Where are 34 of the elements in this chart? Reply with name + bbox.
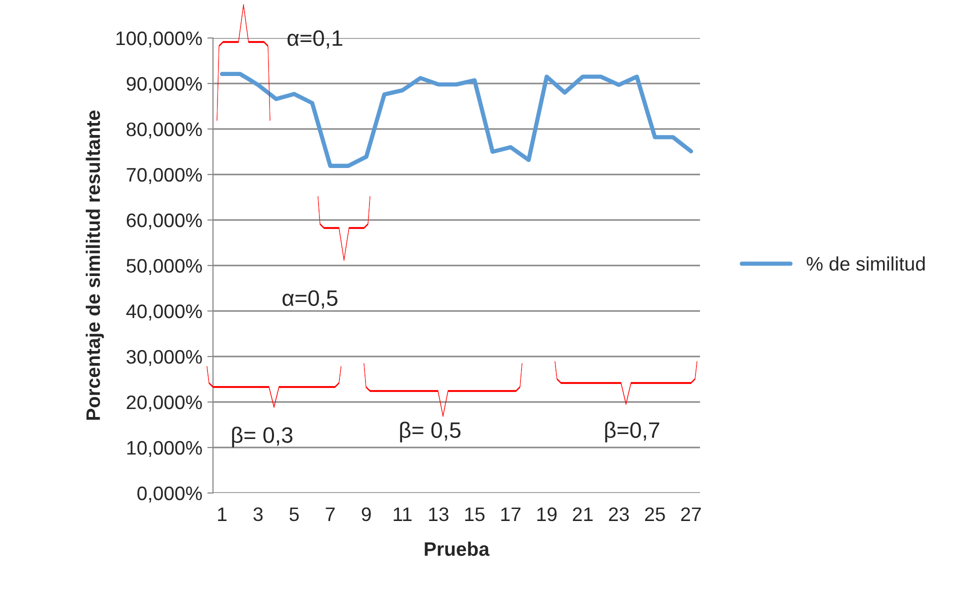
y-tick-label: 90,000% <box>126 76 202 94</box>
y-tick-label: 80,000% <box>126 122 202 139</box>
x-tick-label: 21 <box>572 507 593 521</box>
x-tick-label: 15 <box>465 508 485 522</box>
x-tick-label: 19 <box>537 507 557 522</box>
x-axis-title: Prueba <box>424 542 490 556</box>
x-tick-label: 11 <box>394 508 412 521</box>
annotation: α=0,5 <box>282 290 338 309</box>
line-series <box>220 72 694 168</box>
annotation: β= 0,3 <box>232 426 292 448</box>
y-axis-title: Porcentaje de similitud resultante <box>86 110 104 420</box>
x-tick-label: 13 <box>429 507 448 522</box>
x-tick-label: 7 <box>326 508 335 521</box>
annotation: α=0,1 <box>288 30 342 49</box>
x-tick-label: 23 <box>609 507 629 522</box>
annotation: β=0,7 <box>605 422 660 442</box>
y-tick-label: 50,000% <box>126 258 202 276</box>
x-tick-label: 25 <box>645 507 665 522</box>
x-tick-label: 3 <box>253 507 263 522</box>
x-tick-label: 5 <box>290 508 299 522</box>
y-tick-label: 30,000% <box>126 350 202 366</box>
y-tick-label: 10,000% <box>127 440 202 458</box>
legend-label: % de similitud <box>806 256 925 271</box>
x-tick-label: 1 <box>218 508 226 521</box>
x-tick-label: 17 <box>501 508 520 521</box>
y-tick-label: 20,000% <box>126 395 202 412</box>
y-tick-label: 70,000% <box>126 168 202 184</box>
x-tick-label: 27 <box>681 507 701 521</box>
y-tick-label: 40,000% <box>126 304 202 321</box>
y-tick-label: 60,000% <box>126 213 202 230</box>
x-tick-label: 9 <box>362 507 371 522</box>
annotation: β= 0,5 <box>400 422 460 442</box>
y-tick-label: 100,000% <box>116 31 202 48</box>
y-tick-label: 0,000% <box>137 486 202 503</box>
